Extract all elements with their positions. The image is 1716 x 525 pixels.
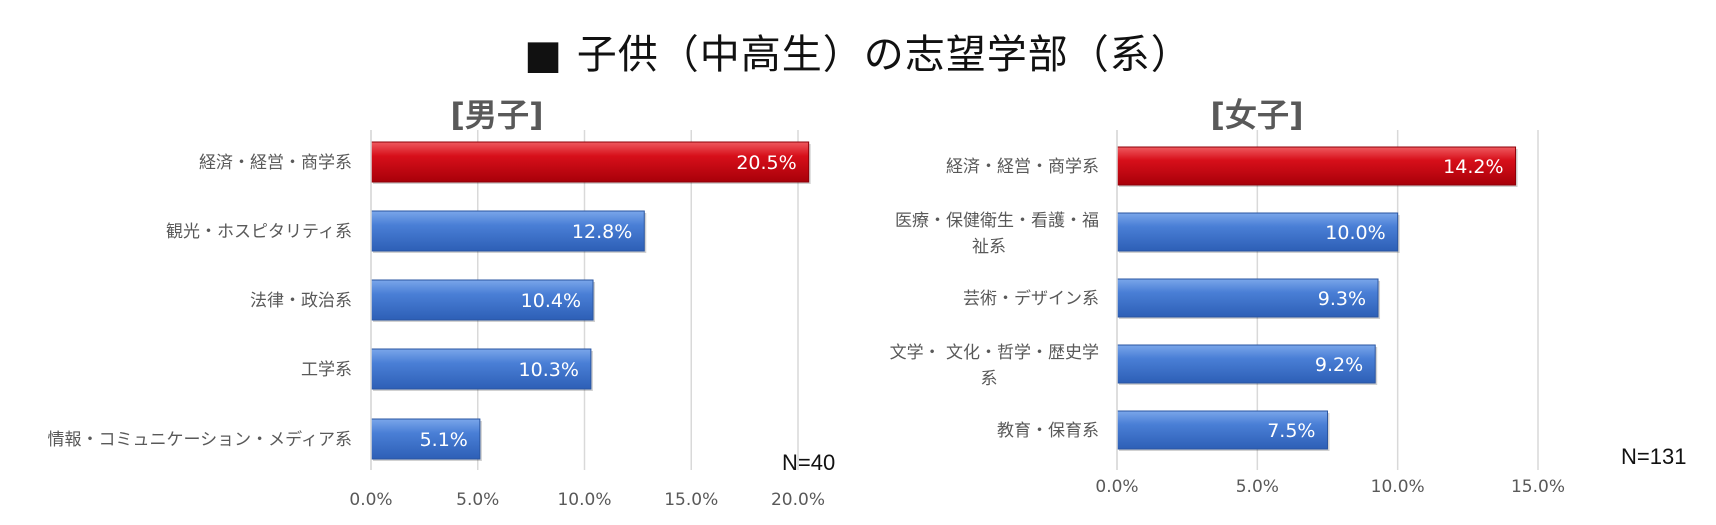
sample-size-label: N=131 [1621, 444, 1686, 469]
category-label-line: 経済・経営・商学系 [946, 157, 1099, 177]
x-tick-label: 15.0% [1511, 477, 1565, 497]
bar-value-label: 7.5% [1267, 420, 1315, 442]
bar [370, 348, 592, 390]
bar-value-label: 9.3% [1318, 288, 1366, 310]
bar [1116, 278, 1379, 318]
category-label: 情報・コミュニケーション・メディア系 [48, 429, 352, 450]
bar [370, 418, 481, 460]
category-label: 経済・経営・商学系 [199, 153, 352, 173]
x-tick-label: 10.0% [557, 490, 611, 510]
category-label: 芸術・デザイン系 [963, 288, 1099, 309]
category-label-line: 医療・保健衛生・看護・福 [895, 211, 1099, 231]
bar-value-label: 14.2% [1443, 156, 1503, 178]
panel-subtitle: [女子] [1210, 96, 1303, 134]
bar-highlight [1116, 146, 1517, 186]
category-label-line: 祉系 [972, 237, 1006, 257]
x-tick-label: 5.0% [456, 490, 499, 510]
category-label-line: 芸術・デザイン系 [963, 288, 1099, 309]
bar-value-label: 10.0% [1325, 222, 1385, 244]
bar-value-label: 20.5% [736, 152, 796, 174]
bar [1116, 212, 1399, 252]
bar [370, 210, 645, 252]
bar [1116, 410, 1328, 450]
main-title: ■ 子供（中高生）の志望学部（系） [524, 32, 1192, 78]
bar-value-label: 10.3% [519, 359, 579, 381]
x-tick-label: 0.0% [349, 490, 392, 510]
panel-subtitle: [男子] [450, 96, 543, 134]
category-label: 工学系 [301, 360, 352, 380]
category-label-line: 文学・ 文化・哲学・歴史学 [890, 343, 1099, 363]
chart-panel-boys: 0.0% 5.0% 10.0% 15.0% 20.0% 20.5% 経済・経営・商学系 12.… [48, 96, 836, 510]
category-label-line: 教育・保育系 [997, 421, 1099, 441]
chart-panel-girls: 0.0% 5.0% 10.0% 15.0% 14.2% 経済・経営・商学系 10.0% 医療・… [890, 96, 1687, 497]
bar-value-label: 9.2% [1315, 354, 1363, 376]
bar [1116, 344, 1376, 384]
category-label: 法律・政治系 [250, 291, 352, 311]
category-label: 文学・ 文化・哲学・歴史学系 [890, 343, 1099, 389]
category-label: 観光・ホスピタリティ系 [166, 222, 352, 242]
category-label: 教育・保育系 [997, 421, 1099, 441]
bar-value-label: 5.1% [420, 429, 468, 451]
x-tick-label: 15.0% [664, 490, 718, 510]
bar-highlight [370, 141, 810, 183]
bar-value-label: 12.8% [572, 221, 632, 243]
x-tick-label: 10.0% [1371, 477, 1425, 497]
category-label: 医療・保健衛生・看護・福祉系 [895, 211, 1099, 257]
category-label-line: 系 [981, 369, 998, 389]
x-tick-label: 0.0% [1095, 477, 1138, 497]
bar-value-label: 10.4% [521, 290, 581, 312]
sample-size-label: N=40 [782, 450, 835, 475]
category-label: 経済・経営・商学系 [946, 157, 1099, 177]
x-tick-label: 5.0% [1236, 477, 1279, 497]
x-tick-label: 20.0% [771, 490, 825, 510]
